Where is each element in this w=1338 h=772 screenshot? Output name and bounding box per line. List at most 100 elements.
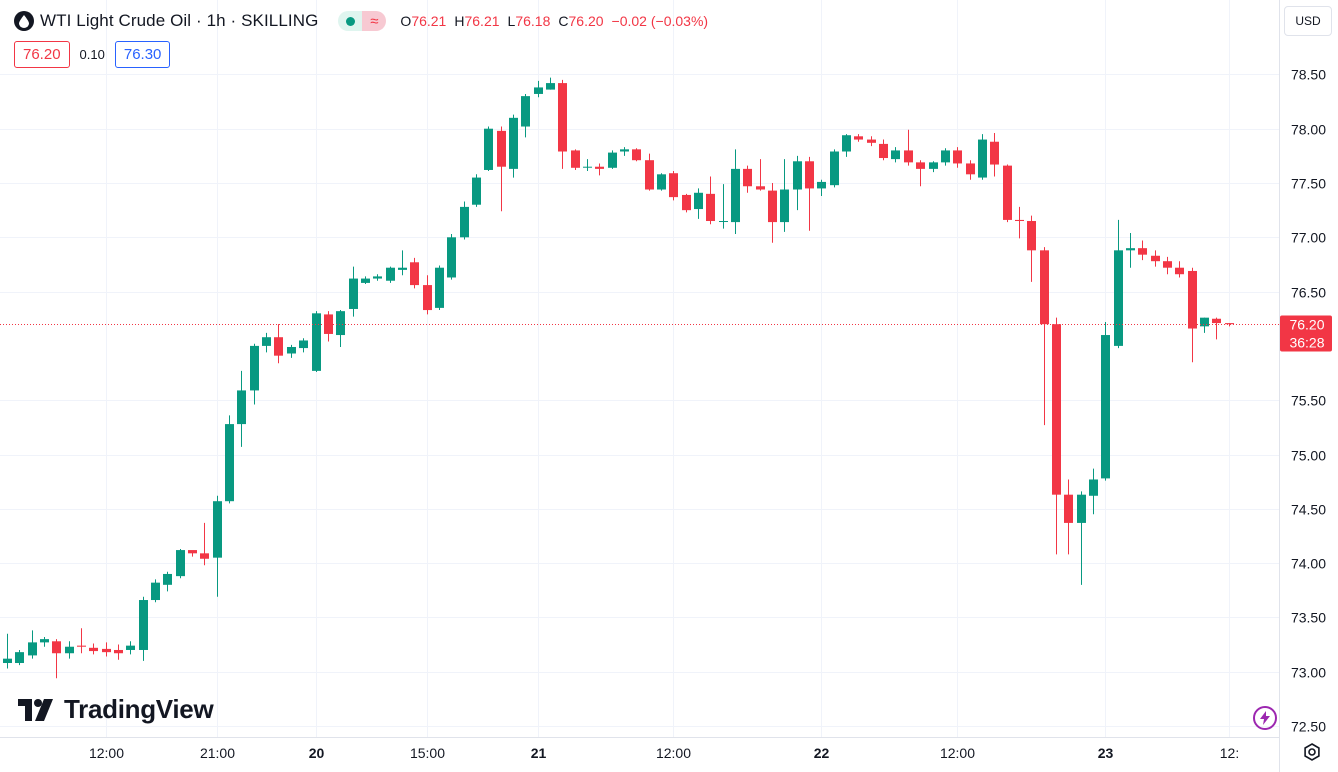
candle xyxy=(1101,322,1110,481)
price-axis[interactable]: 78.50 78.00 77.50 77.00 76.50 75.50 75.00 74.50… xyxy=(1291,67,1326,735)
candle xyxy=(398,250,407,276)
candle-body xyxy=(669,173,678,198)
candle-body xyxy=(237,390,246,425)
candle-body xyxy=(250,345,259,391)
candle xyxy=(941,148,950,166)
candle xyxy=(336,310,345,347)
tradingview-logo[interactable]: TradingView xyxy=(18,694,214,725)
candle xyxy=(373,274,382,281)
candle-body xyxy=(398,267,407,270)
time-axis[interactable]: 12:00 21:00 20 15:00 21 12:00 22 12:00 23 12: xyxy=(89,745,1239,761)
candle-body xyxy=(1101,335,1110,479)
candle xyxy=(509,114,518,178)
candle xyxy=(77,628,86,654)
gear-icon[interactable] xyxy=(1302,742,1322,762)
candle xyxy=(1212,317,1221,340)
candle-body xyxy=(929,162,938,169)
candle-body xyxy=(521,96,530,127)
candle xyxy=(978,134,987,180)
candle xyxy=(657,173,666,191)
candle xyxy=(682,193,691,213)
candle-body xyxy=(694,192,703,210)
delayed-data-icon: ≈ xyxy=(362,11,387,31)
candle xyxy=(1188,267,1197,363)
candle xyxy=(694,188,703,219)
candle xyxy=(966,160,975,180)
candle-body xyxy=(361,278,370,283)
candle-body xyxy=(583,166,592,168)
lightning-icon[interactable] xyxy=(1253,706,1277,730)
candle xyxy=(299,338,308,353)
price-tick-label: 77.50 xyxy=(1291,176,1326,192)
candle xyxy=(706,176,715,225)
ask-button[interactable]: 76.30 xyxy=(114,41,171,68)
candle xyxy=(879,139,888,161)
candle xyxy=(497,126,506,212)
candle xyxy=(1064,479,1073,555)
time-tick-label: 22 xyxy=(814,745,830,761)
brand-name: TradingView xyxy=(64,694,214,724)
candle-body xyxy=(126,645,135,650)
candle xyxy=(163,571,172,592)
price-tick-label: 75.00 xyxy=(1291,448,1326,464)
candle xyxy=(521,93,530,138)
candle xyxy=(484,126,493,172)
candle-body xyxy=(460,206,469,238)
candle-body xyxy=(509,117,518,169)
candle xyxy=(534,80,543,98)
candle xyxy=(1225,323,1234,327)
close-value: 76.20 xyxy=(568,13,604,29)
price-tick-label: 76.50 xyxy=(1291,285,1326,301)
bid-button[interactable]: 76.20 xyxy=(14,41,70,68)
candle-body xyxy=(1040,250,1049,325)
candle xyxy=(3,633,12,669)
candle xyxy=(114,644,123,660)
candle xyxy=(768,183,777,243)
candle xyxy=(1163,256,1172,275)
candle xyxy=(595,163,604,176)
candle xyxy=(805,156,814,231)
price-tick-label: 75.50 xyxy=(1291,393,1326,409)
candle-body xyxy=(558,83,567,152)
currency-selector[interactable]: USD xyxy=(1284,6,1332,36)
candle xyxy=(645,153,654,191)
candle xyxy=(1015,206,1024,239)
high-value: 76.21 xyxy=(464,13,500,29)
candle xyxy=(250,343,259,405)
candle xyxy=(854,134,863,142)
candle-body xyxy=(423,285,432,311)
candle xyxy=(1175,261,1184,278)
candle xyxy=(842,134,851,157)
market-status-pill[interactable]: ≈ xyxy=(338,11,387,31)
candle-body xyxy=(682,194,691,211)
candle-body xyxy=(373,276,382,279)
candle xyxy=(867,136,876,147)
candle xyxy=(583,159,592,172)
candle-body xyxy=(151,582,160,601)
market-open-dot-icon xyxy=(338,11,363,31)
candle xyxy=(65,641,74,659)
candle-body xyxy=(830,151,839,186)
candle xyxy=(1200,317,1209,333)
candle xyxy=(1114,219,1123,349)
candle-body xyxy=(386,267,395,281)
candle-body xyxy=(1151,255,1160,262)
candle xyxy=(916,160,925,187)
candle-body xyxy=(447,237,456,278)
time-tick-label: 15:00 xyxy=(410,745,445,761)
candle-body xyxy=(274,337,283,356)
symbol-title[interactable]: WTI Light Crude Oil · 1h · SKILLING xyxy=(40,11,319,30)
candle-body xyxy=(1188,270,1197,329)
candle-body xyxy=(15,652,24,664)
candle xyxy=(423,275,432,315)
candle xyxy=(719,184,728,229)
candle xyxy=(953,147,962,168)
candle-body xyxy=(879,143,888,159)
time-tick-label: 21:00 xyxy=(200,745,235,761)
candle xyxy=(1126,232,1135,268)
candle-body xyxy=(891,150,900,160)
candle xyxy=(620,147,629,156)
candle-body xyxy=(854,136,863,140)
price-tick-label: 72.50 xyxy=(1291,719,1326,735)
